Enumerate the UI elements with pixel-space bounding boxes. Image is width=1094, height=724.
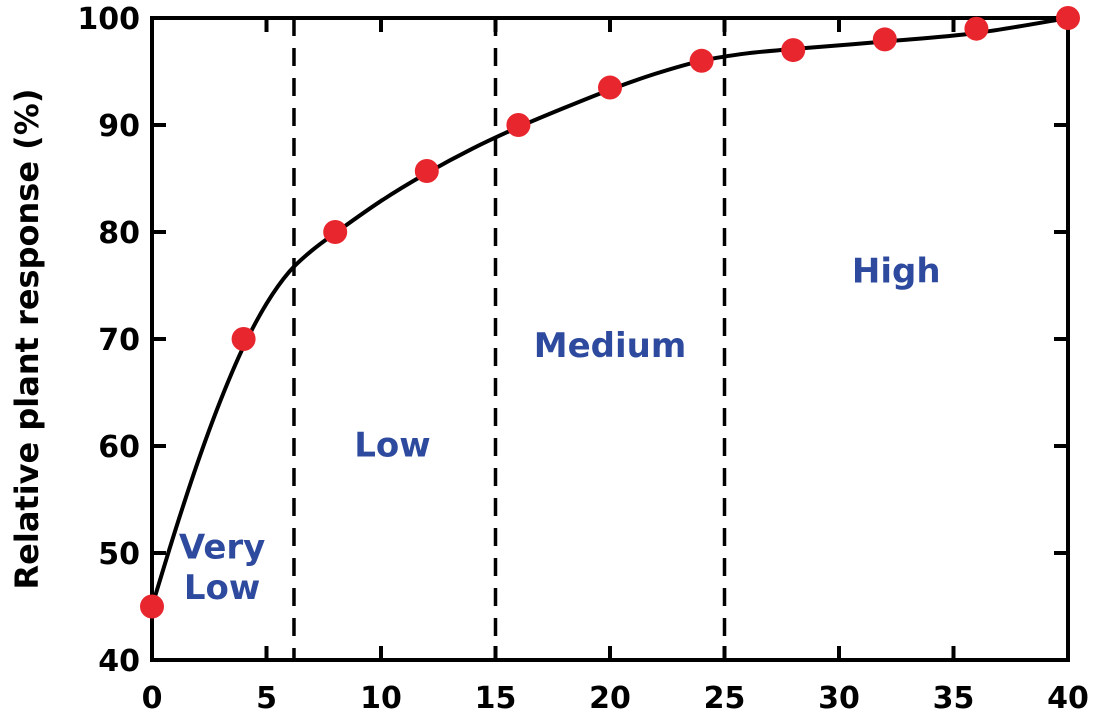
x-tick-label: 20	[589, 681, 631, 716]
data-point	[872, 27, 897, 52]
x-tick-label: 15	[475, 681, 517, 716]
y-tick-label: 80	[98, 216, 140, 251]
data-point	[231, 327, 256, 351]
x-tick-label: 10	[360, 681, 402, 716]
y-axis-label: Relative plant response (%)	[8, 89, 46, 590]
data-point	[1056, 6, 1080, 30]
y-tick-label: 60	[98, 430, 140, 465]
zone-label: High	[852, 251, 941, 291]
data-point	[781, 38, 806, 63]
data-point	[140, 594, 164, 619]
x-tick-label: 30	[818, 681, 860, 716]
y-tick-label: 40	[98, 644, 140, 679]
data-point	[414, 159, 439, 184]
data-point	[598, 75, 622, 100]
zone-label: Medium	[534, 326, 687, 366]
x-tick-label: 25	[704, 681, 746, 716]
y-tick-label: 50	[98, 537, 140, 572]
zone-label: Low	[184, 568, 260, 608]
y-tick-label: 100	[77, 2, 140, 37]
data-point	[964, 16, 989, 41]
x-tick-label: 0	[142, 681, 163, 716]
y-tick-label: 90	[98, 109, 140, 144]
data-point	[323, 220, 348, 244]
zone-label: Low	[354, 426, 430, 466]
x-tick-label: 40	[1047, 681, 1089, 716]
data-point	[506, 113, 531, 137]
x-tick-label: 35	[933, 681, 975, 716]
zone-label: Very	[179, 527, 265, 567]
fit-curve	[150, 16, 1069, 608]
x-tick-label: 5	[256, 681, 277, 716]
data-point	[689, 48, 714, 73]
y-tick-label: 70	[98, 323, 140, 358]
